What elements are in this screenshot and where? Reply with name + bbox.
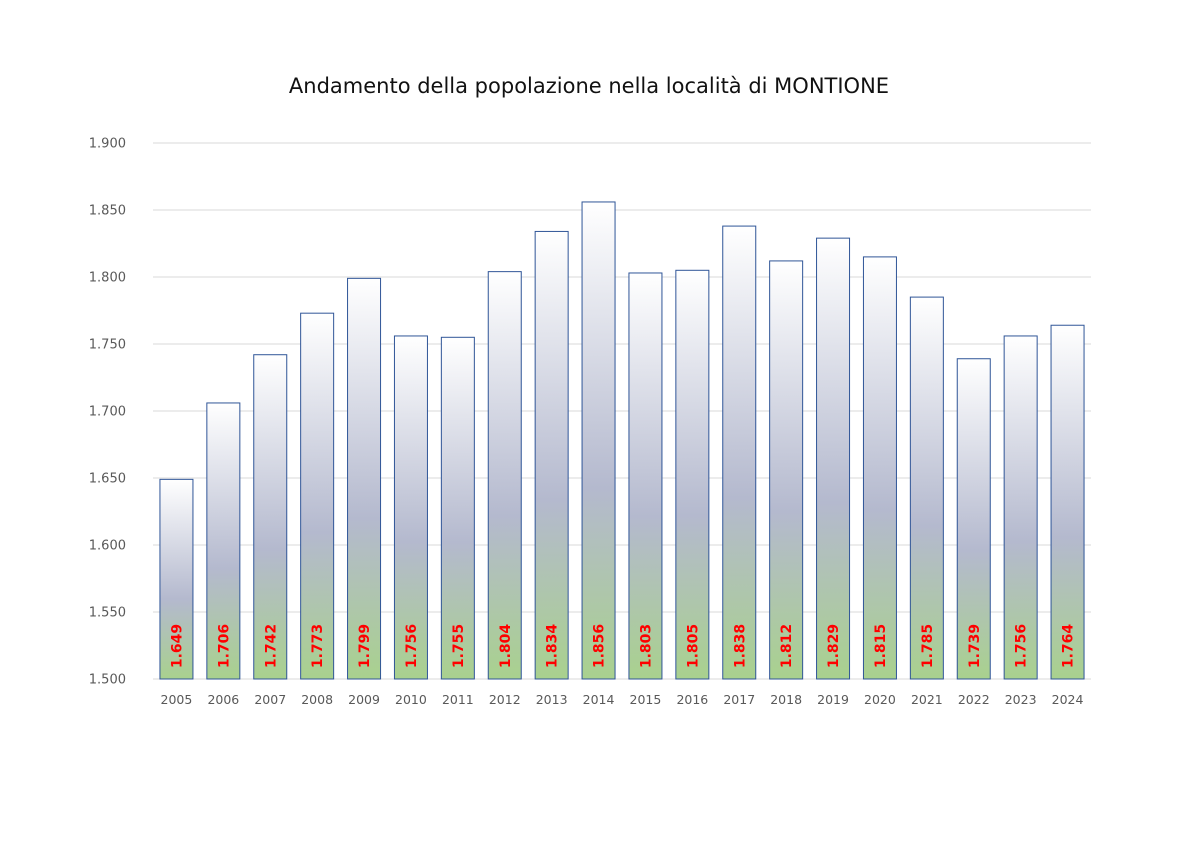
bar (534, 230, 569, 680)
y-axis: 1.500 1.550 1.600 1.650 1.700 1.750 1.800 1.850… (89, 137, 126, 688)
data-label: 1.739 (967, 624, 983, 668)
bar (956, 358, 991, 680)
data-label: 1.742 (263, 624, 279, 668)
y-tick-label: 1.750 (89, 338, 126, 353)
x-tick-label: 2020 (864, 692, 896, 707)
x-tick-label: 2005 (161, 692, 193, 707)
bar (253, 354, 288, 680)
y-tick-label: 1.650 (89, 472, 126, 487)
bar (393, 335, 428, 680)
data-label: 1.764 (1061, 624, 1077, 669)
data-label: 1.805 (685, 624, 701, 668)
bar (816, 237, 851, 680)
y-tick-label: 1.800 (89, 271, 126, 286)
x-tick-label: 2021 (911, 692, 943, 707)
bar (487, 271, 522, 680)
data-label: 1.803 (638, 624, 654, 668)
x-tick-label: 2011 (442, 692, 474, 707)
y-tick-label: 1.850 (89, 204, 126, 219)
bar (347, 277, 382, 680)
bar (206, 402, 241, 680)
bar (862, 256, 897, 680)
x-tick-label: 2007 (254, 692, 286, 707)
x-tick-label: 2008 (301, 692, 333, 707)
bar (1050, 324, 1085, 680)
data-label: 1.838 (732, 624, 748, 668)
data-label: 1.773 (310, 624, 326, 668)
bar (300, 312, 335, 680)
data-label: 1.785 (920, 624, 936, 668)
data-label: 1.804 (498, 624, 514, 669)
gridlines (153, 142, 1091, 680)
bar (722, 225, 757, 680)
y-tick-label: 1.700 (89, 405, 126, 420)
bar (159, 478, 194, 680)
x-tick-label: 2022 (958, 692, 990, 707)
y-tick-label: 1.900 (89, 137, 126, 152)
bar (581, 201, 616, 680)
data-label: 1.829 (826, 624, 842, 668)
x-tick-label: 2014 (583, 692, 615, 707)
x-tick-label: 2009 (348, 692, 380, 707)
x-tick-label: 2017 (723, 692, 755, 707)
data-label: 1.756 (404, 624, 420, 668)
bar (769, 260, 804, 680)
x-tick-label: 2015 (630, 692, 662, 707)
x-tick-label: 2012 (489, 692, 521, 707)
x-tick-label: 2024 (1052, 692, 1084, 707)
data-label: 1.815 (873, 624, 889, 668)
data-label: 1.649 (169, 624, 185, 668)
x-tick-label: 2016 (676, 692, 708, 707)
bars (159, 201, 1085, 680)
x-axis: 2005 2006 2007 2008 2009 2010 2011 2012 2013 2014… (161, 692, 1084, 707)
data-label: 1.812 (779, 624, 795, 668)
x-tick-label: 2013 (536, 692, 568, 707)
bar (628, 272, 663, 680)
data-label: 1.834 (545, 624, 561, 669)
x-tick-label: 2018 (770, 692, 802, 707)
bar (909, 296, 944, 680)
x-tick-label: 2006 (207, 692, 239, 707)
data-label: 1.756 (1014, 624, 1030, 668)
data-labels: 1.649 1.706 1.742 1.773 1.799 1.756 1.755 1.804… (169, 624, 1076, 669)
x-tick-label: 2023 (1005, 692, 1037, 707)
x-tick-label: 2019 (817, 692, 849, 707)
data-label: 1.799 (357, 624, 373, 668)
y-tick-label: 1.500 (89, 673, 126, 688)
bar (440, 336, 475, 680)
data-label: 1.706 (216, 624, 232, 668)
data-label: 1.755 (451, 624, 467, 668)
y-tick-label: 1.600 (89, 539, 126, 554)
x-tick-label: 2010 (395, 692, 427, 707)
y-tick-label: 1.550 (89, 606, 126, 621)
bar (675, 269, 710, 680)
data-label: 1.856 (592, 624, 608, 668)
bar (1003, 335, 1038, 680)
chart-title: Andamento della popolazione nella locali… (288, 74, 890, 98)
